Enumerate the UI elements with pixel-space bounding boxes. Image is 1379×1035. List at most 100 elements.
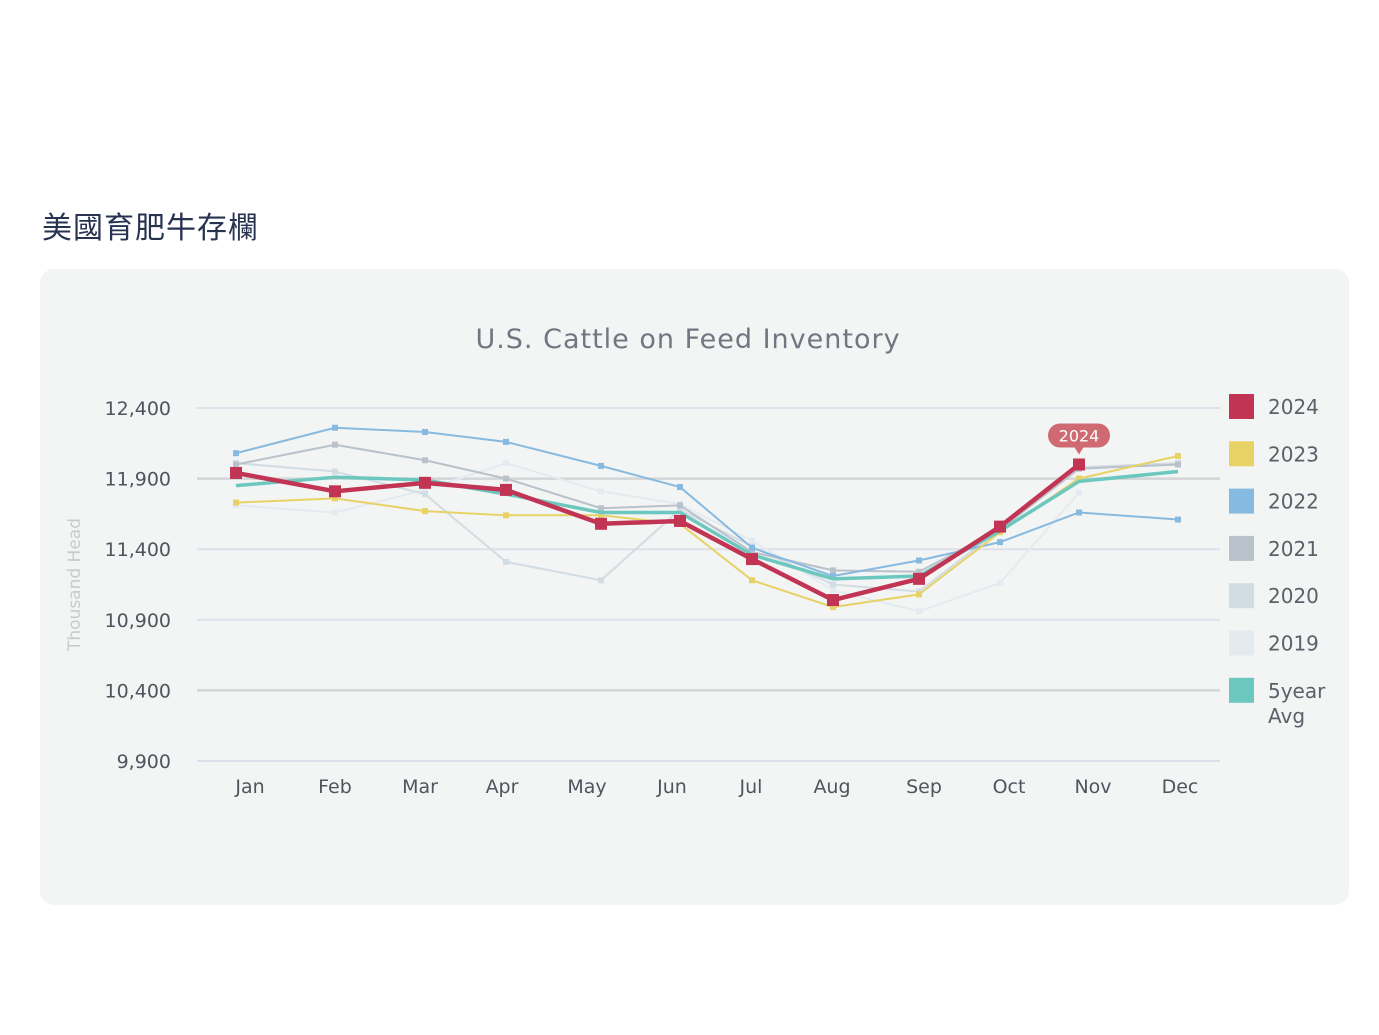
data-point [233,450,239,457]
data-point [1175,453,1181,460]
legend-label: 2019 [1268,632,1319,656]
data-point [674,514,686,527]
data-point [329,485,341,498]
data-point [419,476,431,489]
data-point [1175,461,1181,468]
legend-swatch [1229,535,1254,561]
data-point [916,568,922,575]
data-point [677,506,683,513]
data-point [677,484,683,491]
tooltip-pointer [1074,446,1084,455]
legend-swatch [1229,441,1254,467]
legend-swatch [1229,488,1254,514]
series-line [235,469,1179,581]
data-point [1073,458,1085,471]
data-point [422,486,428,493]
series-line [235,462,1081,603]
series-line [235,462,1080,613]
data-point [598,462,604,469]
y-axis-label: Thousand Head [65,518,85,652]
data-point [1175,516,1181,523]
data-point [422,491,428,498]
data-point [503,438,509,445]
data-point [1076,489,1082,496]
data-point [230,466,242,479]
series-2023 [233,453,1181,611]
x-tick-label: Aug [813,776,850,798]
data-point [332,441,338,448]
data-point [1076,509,1082,516]
data-point [830,573,836,580]
legend-swatch [1229,677,1254,703]
x-tick-label: Apr [486,776,519,798]
y-tick-label: 9,900 [117,751,171,773]
data-point [994,520,1006,533]
legend-label: 2022 [1268,490,1319,514]
y-tick-label: 12,400 [105,398,171,420]
y-tick-label: 10,400 [105,680,171,702]
y-tick-label: 10,900 [105,610,171,632]
series-line [235,426,1179,578]
data-point [916,591,922,598]
y-tick-label: 11,400 [105,539,171,561]
data-point [1076,475,1082,482]
data-point [749,537,755,544]
legend-label: 5year [1268,679,1326,703]
series-2022 [233,424,1181,580]
data-point [598,512,604,519]
x-tick-label: May [567,776,606,798]
x-tick-label: Jan [234,776,264,798]
data-point [332,468,338,475]
legend-label: 2020 [1268,584,1319,608]
legend-swatch [1229,630,1254,656]
chart-card: U.S. Cattle on Feed Inventory Thousand He… [40,269,1349,905]
x-tick-label: Mar [402,776,438,798]
data-point [827,594,839,607]
x-tick-label: Jun [656,776,687,798]
data-point [749,544,755,551]
data-point [332,424,338,431]
data-point [916,557,922,564]
data-point [916,608,922,615]
series-2024 [230,458,1085,607]
data-point [422,457,428,464]
data-point [997,580,1003,587]
x-tick-label: Oct [993,776,1026,798]
data-point [830,581,836,588]
data-point [598,488,604,495]
chart-title: U.S. Cattle on Feed Inventory [475,324,900,355]
series-5year-avg [235,469,1179,581]
data-point [598,505,604,512]
data-tooltip: 2024 [1048,423,1110,455]
data-point [997,539,1003,546]
cattle-inventory-line-chart: U.S. Cattle on Feed Inventory Thousand He… [65,324,1326,798]
section-heading: 美國育肥牛存欄 [42,211,259,246]
data-point [746,553,758,566]
data-point [595,517,607,530]
legend-label: 2021 [1268,537,1319,561]
data-point [422,429,428,436]
data-point [677,502,683,509]
legend-label: Avg [1268,704,1305,728]
x-tick-label: Sep [906,776,942,798]
data-point [332,495,338,502]
data-point [749,549,755,556]
legend-label: 2023 [1268,442,1319,466]
data-point [830,567,836,574]
data-point [830,604,836,611]
tooltip-bubble [1048,423,1110,448]
tooltip-label: 2024 [1059,426,1100,445]
x-tick-label: Feb [318,776,352,798]
legend-swatch [1229,394,1254,419]
x-tick-label: Nov [1074,776,1111,798]
y-tick-label: 11,900 [105,469,171,491]
x-tick-label: Dec [1162,776,1199,798]
data-point [503,558,509,565]
data-point [422,508,428,515]
x-tick-label: Jul [739,776,763,798]
data-point [913,572,925,585]
data-point [598,577,604,584]
data-point [500,483,512,496]
legend-label: 2024 [1268,395,1319,419]
